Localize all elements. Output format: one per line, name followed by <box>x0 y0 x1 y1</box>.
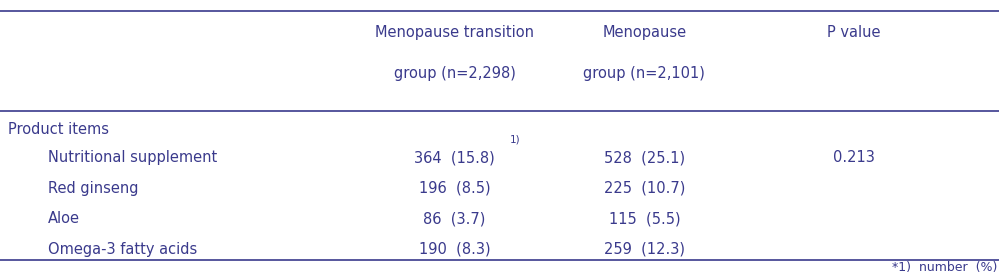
Text: Menopause transition: Menopause transition <box>375 25 534 40</box>
Text: 86  (3.7): 86 (3.7) <box>424 211 486 226</box>
Text: 364  (15.8): 364 (15.8) <box>415 150 495 165</box>
Text: Aloe: Aloe <box>48 211 80 226</box>
Text: 196  (8.5): 196 (8.5) <box>419 181 491 196</box>
Text: Red ginseng: Red ginseng <box>48 181 139 196</box>
Text: Nutritional supplement: Nutritional supplement <box>48 150 217 165</box>
Text: *1)  number  (%): *1) number (%) <box>892 261 997 274</box>
Text: Menopause: Menopause <box>602 25 686 40</box>
Text: 259  (12.3): 259 (12.3) <box>603 242 685 257</box>
Text: group (n=2,101): group (n=2,101) <box>583 66 705 81</box>
Text: 1): 1) <box>509 135 520 145</box>
Text: P value: P value <box>827 25 881 40</box>
Text: 0.213: 0.213 <box>833 150 875 165</box>
Text: Omega-3 fatty acids: Omega-3 fatty acids <box>48 242 197 257</box>
Text: 190  (8.3): 190 (8.3) <box>419 242 491 257</box>
Text: 528  (25.1): 528 (25.1) <box>603 150 685 165</box>
Text: Product items: Product items <box>8 122 109 137</box>
Text: 225  (10.7): 225 (10.7) <box>603 181 685 196</box>
Text: 115  (5.5): 115 (5.5) <box>608 211 680 226</box>
Text: group (n=2,298): group (n=2,298) <box>394 66 515 81</box>
